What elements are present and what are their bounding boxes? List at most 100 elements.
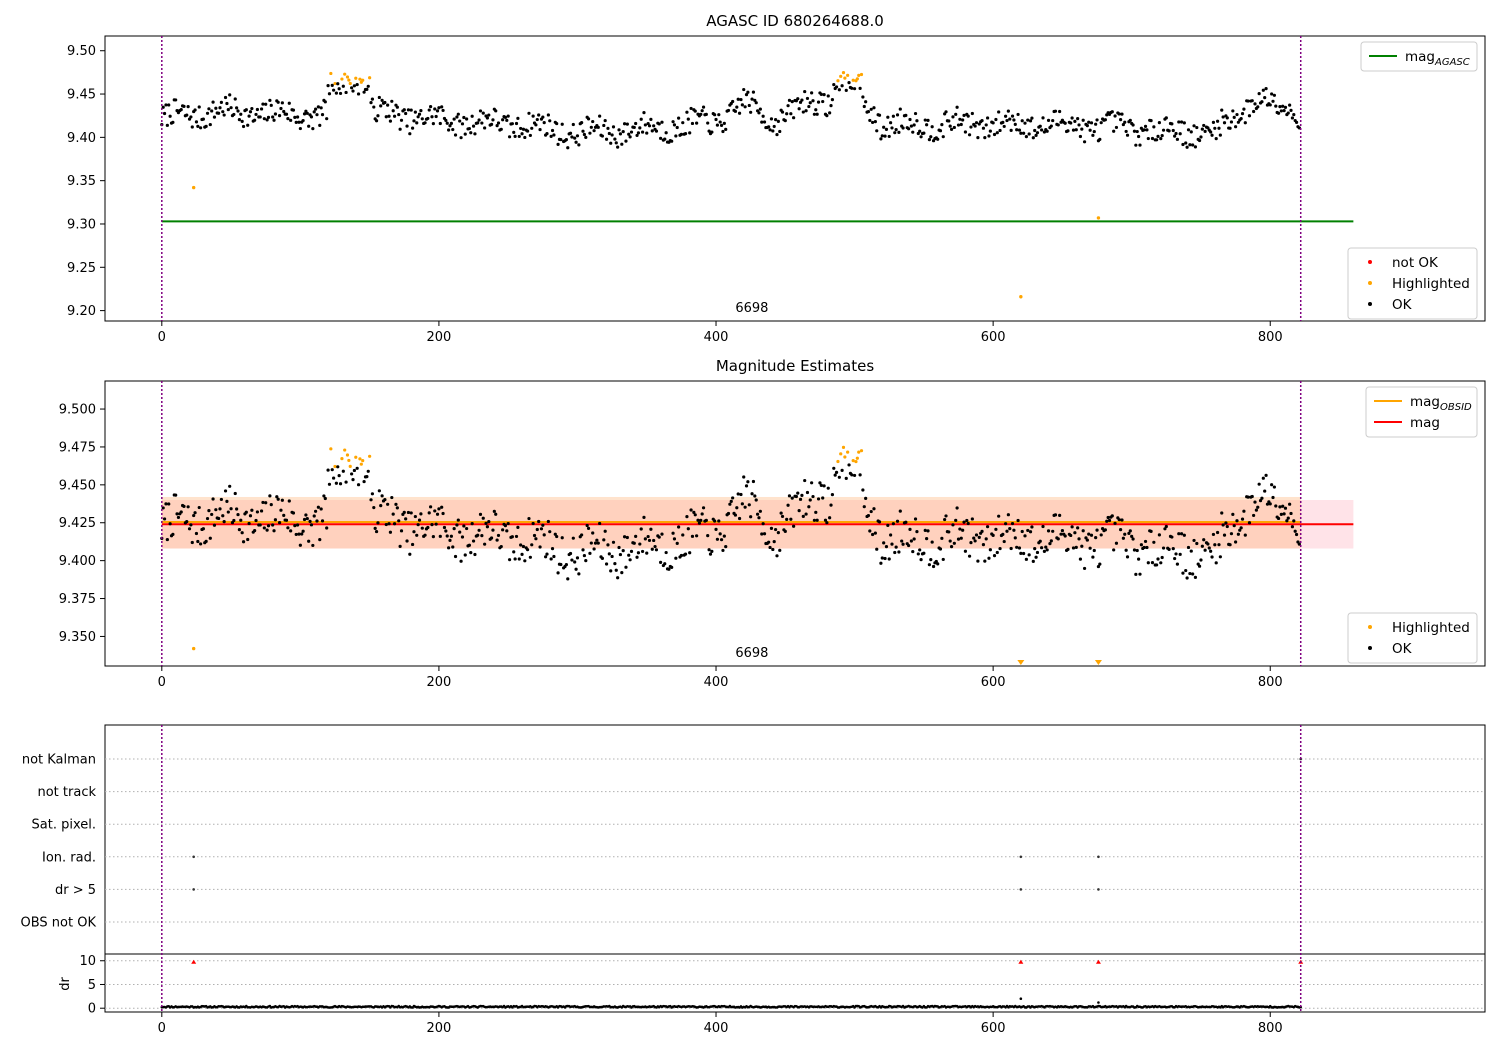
ok-point xyxy=(998,128,1002,133)
ok-point xyxy=(485,116,490,120)
ok-point xyxy=(1027,132,1031,136)
ok-point xyxy=(688,551,692,555)
ok-point xyxy=(870,532,875,537)
ok-point xyxy=(949,545,954,549)
ok-point xyxy=(585,523,589,528)
ok-point xyxy=(690,534,695,538)
ok-point xyxy=(1070,525,1074,529)
ok-point xyxy=(182,504,186,509)
ok-point xyxy=(459,136,463,140)
ok-point xyxy=(974,533,979,537)
ok-point xyxy=(980,119,984,123)
ok-point xyxy=(380,98,384,102)
y-tick-label: 9.35 xyxy=(67,174,96,189)
ok-point xyxy=(713,519,717,523)
ok-point xyxy=(628,135,632,139)
ok-point xyxy=(985,116,990,120)
ok-point xyxy=(925,537,929,541)
ok-point xyxy=(528,555,532,559)
ok-point xyxy=(297,120,301,124)
ok-point xyxy=(1199,135,1203,139)
ok-point xyxy=(744,484,749,488)
ok-point xyxy=(1073,119,1077,123)
ok-point xyxy=(584,135,588,139)
ok-point xyxy=(327,92,332,96)
ok-point xyxy=(1289,511,1293,516)
highlighted-point xyxy=(340,77,344,81)
ok-point xyxy=(875,547,879,551)
flag-point xyxy=(1097,855,1100,859)
ok-point xyxy=(744,93,749,97)
ok-point xyxy=(430,115,434,119)
ok-point xyxy=(1210,555,1214,559)
ok-point xyxy=(404,111,408,116)
ok-point xyxy=(958,527,962,531)
ok-point xyxy=(731,496,735,500)
ok-point xyxy=(589,541,593,545)
ok-point xyxy=(582,553,586,558)
ok-point xyxy=(736,97,740,101)
ok-point xyxy=(1022,551,1026,556)
y-tick-label: 9.30 xyxy=(67,217,96,232)
y-tick-label: 9.475 xyxy=(59,440,96,455)
ok-point xyxy=(410,542,415,547)
ok-point xyxy=(829,104,833,108)
ok-point xyxy=(803,89,807,94)
ok-point xyxy=(449,121,453,125)
ok-point xyxy=(717,519,721,523)
ok-point xyxy=(706,121,710,125)
ok-point xyxy=(1171,547,1175,551)
y-tick-label: 9.20 xyxy=(67,304,96,319)
ok-point xyxy=(194,120,199,124)
highlighted-point xyxy=(841,71,846,75)
panel2-title: Magnitude Estimates xyxy=(716,357,874,375)
ok-point xyxy=(1193,575,1198,579)
ok-point xyxy=(1125,555,1130,559)
ok-point xyxy=(1282,109,1286,113)
ok-point xyxy=(535,117,539,122)
ok-point xyxy=(954,112,958,116)
ok-point xyxy=(844,476,848,480)
highlighted-point xyxy=(368,76,372,80)
ok-point xyxy=(675,541,679,545)
ok-point xyxy=(1069,533,1073,538)
ok-point xyxy=(1156,557,1160,561)
ok-point xyxy=(556,142,560,146)
ok-point xyxy=(1094,536,1098,540)
ok-point xyxy=(796,97,800,101)
ok-point xyxy=(541,115,545,119)
ok-point xyxy=(1242,107,1246,111)
flag-point xyxy=(192,888,195,891)
ok-point xyxy=(225,499,229,504)
highlighted-point xyxy=(358,457,362,461)
ok-point xyxy=(761,522,765,526)
ok-point xyxy=(1263,95,1267,100)
outlier-point xyxy=(191,646,196,651)
ok-point xyxy=(866,109,871,114)
ok-point xyxy=(1143,124,1148,128)
ok-point xyxy=(423,533,427,537)
ok-point xyxy=(510,535,514,539)
ok-point xyxy=(1005,118,1009,123)
ok-point xyxy=(872,106,876,110)
ok-point xyxy=(783,529,787,533)
ok-point xyxy=(772,539,776,544)
ok-point xyxy=(970,111,974,116)
ok-point xyxy=(387,522,391,526)
ok-point xyxy=(546,113,550,117)
ok-point xyxy=(681,121,685,125)
ok-point xyxy=(1016,112,1020,117)
highlighted-point xyxy=(839,452,843,456)
ok-point xyxy=(774,117,778,122)
ok-point xyxy=(217,516,221,521)
ok-point xyxy=(938,547,943,551)
ok-point xyxy=(405,539,409,543)
ok-point xyxy=(1117,518,1121,522)
ok-point xyxy=(254,518,258,523)
y-tick-label: 9.40 xyxy=(67,131,96,146)
ok-point xyxy=(1137,557,1141,561)
ok-point xyxy=(1010,521,1015,526)
ok-point xyxy=(537,519,541,524)
ok-point xyxy=(434,522,438,526)
ok-point xyxy=(873,531,877,535)
